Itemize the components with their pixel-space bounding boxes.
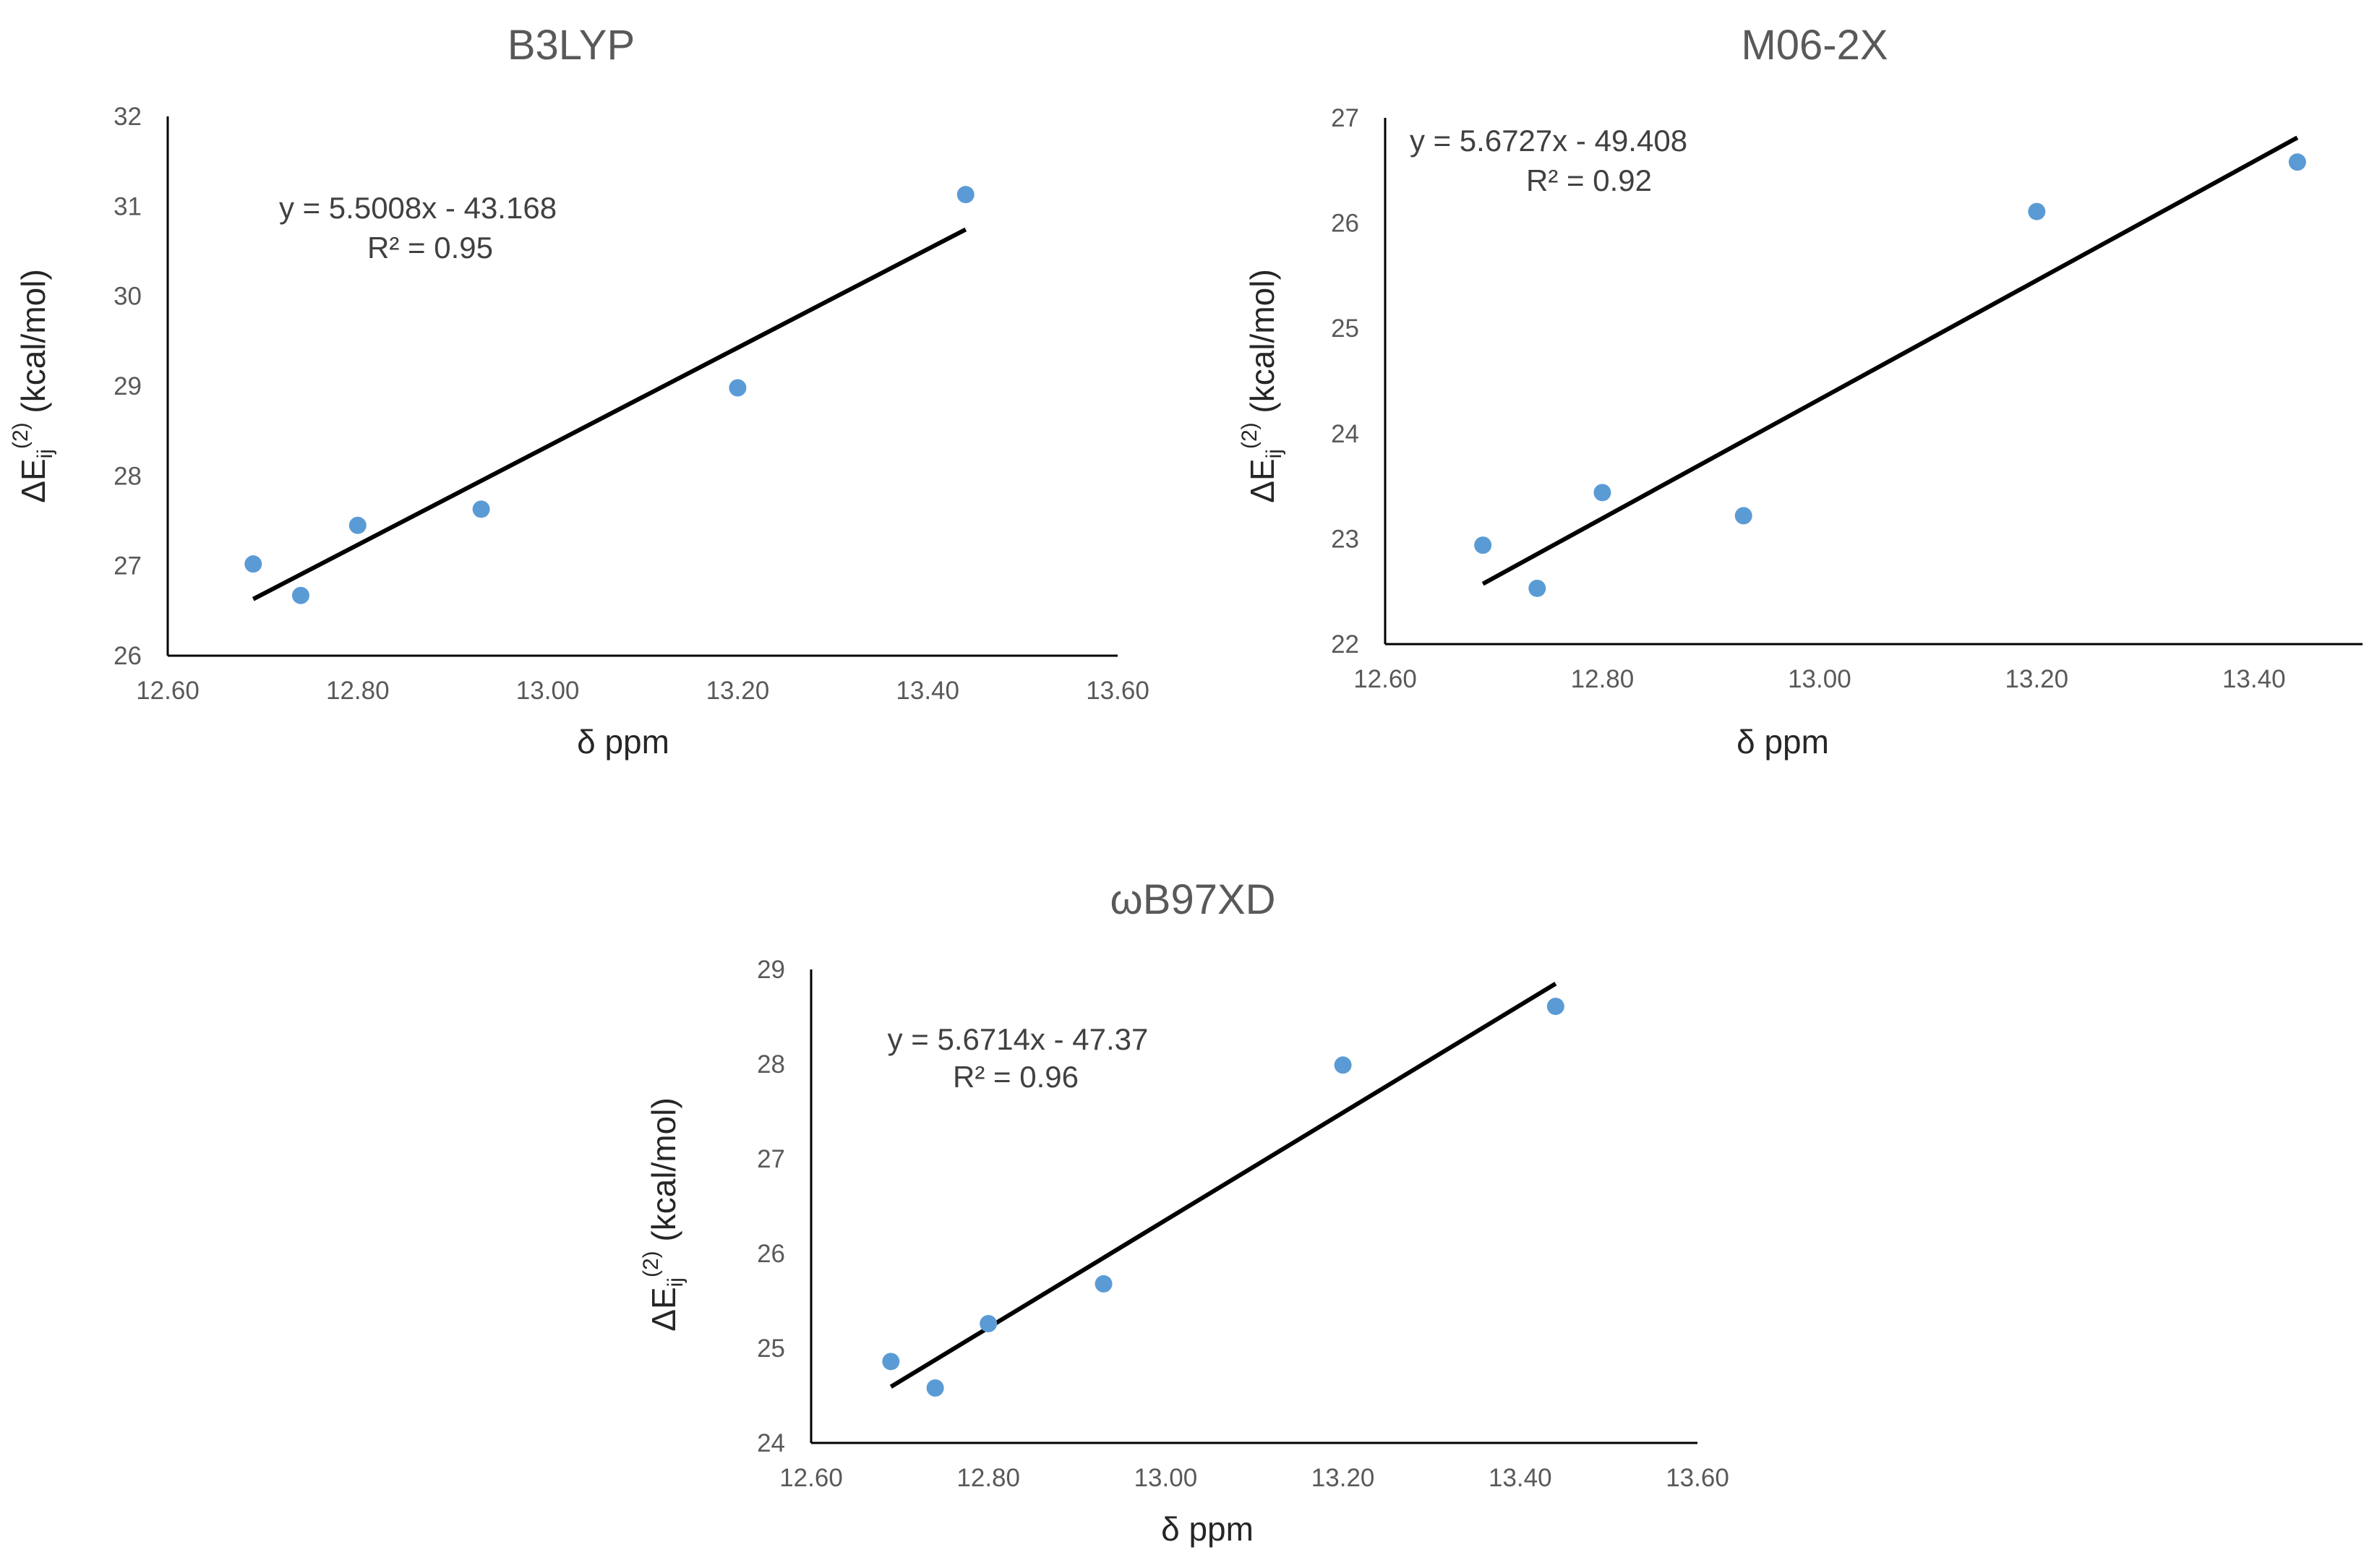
- data-point: [348, 516, 367, 534]
- trendline-equation: y = 5.6727x - 49.408: [1410, 124, 1687, 158]
- y-axis-label: ΔEij(2) (kcal/mol): [639, 1097, 688, 1332]
- y-axis-label-sub: ij: [664, 1277, 688, 1287]
- trendline: [889, 982, 1557, 1389]
- x-tick-label: 13.00: [516, 677, 580, 705]
- data-point: [1593, 484, 1611, 502]
- y-tick-label: 27: [114, 552, 142, 580]
- y-tick-label: 24: [757, 1429, 785, 1457]
- y-tick-label: 27: [757, 1145, 785, 1173]
- x-tick-label: 13.60: [1086, 677, 1149, 705]
- y-tick-label: 29: [757, 956, 785, 984]
- trendline-equation: y = 5.5008x - 43.168: [279, 191, 557, 225]
- y-tick-label: 27: [1331, 104, 1359, 132]
- data-point: [1546, 998, 1564, 1016]
- y-axis-label-sub: ij: [1262, 449, 1286, 458]
- data-point: [926, 1379, 944, 1397]
- data-point: [980, 1314, 998, 1332]
- y-tick-label: 25: [757, 1334, 785, 1363]
- y-axis-label-sub: ij: [33, 449, 57, 458]
- chart-title: B3LYP: [507, 22, 635, 69]
- data-point: [1528, 579, 1546, 597]
- x-axis-label: δ ppm: [577, 723, 669, 761]
- data-point: [2288, 153, 2306, 171]
- x-axis-label: δ ppm: [1161, 1510, 1254, 1548]
- x-tick-label: 13.00: [1788, 665, 1851, 693]
- x-tick-label: 13.40: [896, 677, 959, 705]
- data-point: [882, 1353, 900, 1371]
- chart-b97xd-panel: ωB97XD 12.60 12.80 13.00 13.20 13.40 13.60 24 25…: [639, 876, 1729, 1548]
- y-axis-label-units: (kcal/mol): [645, 1097, 682, 1251]
- x-tick-label: 12.80: [956, 1464, 1020, 1492]
- r-squared-label: R² = 0.92: [1526, 163, 1652, 197]
- x-tick-label: 13.00: [1134, 1464, 1198, 1492]
- y-tick-label: 28: [757, 1050, 785, 1079]
- chart-title: ωB97XD: [1110, 876, 1275, 923]
- x-tick-label: 13.20: [706, 677, 770, 705]
- y-axis-label-sup: (2): [1238, 422, 1262, 449]
- x-tick-label: 12.80: [326, 677, 390, 705]
- chart-b3lyp-panel: B3LYP 12.60 12.80 13.00 13.20 13.40 13.60 26 27 2…: [9, 22, 1149, 761]
- data-point: [291, 586, 309, 604]
- y-axis-label-main: ΔE: [14, 458, 52, 502]
- y-axis-label-sup: (2): [9, 422, 33, 449]
- y-tick-label: 24: [1331, 420, 1359, 448]
- data-point: [1734, 507, 1752, 525]
- data-point: [729, 379, 747, 397]
- y-tick-label: 23: [1331, 525, 1359, 553]
- r-squared-label: R² = 0.96: [953, 1060, 1079, 1094]
- y-axis-label: ΔEij(2) (kcal/mol): [9, 269, 57, 503]
- data-point: [956, 186, 975, 204]
- x-tick-label: 13.20: [2005, 665, 2069, 693]
- x-tick-label: 13.40: [1489, 1464, 1552, 1492]
- y-tick-label: 26: [757, 1240, 785, 1268]
- x-tick-label: 12.60: [779, 1464, 843, 1492]
- y-axis-label: ΔEij(2) (kcal/mol): [1238, 269, 1286, 503]
- data-point: [2028, 202, 2046, 220]
- y-tick-label: 26: [114, 642, 142, 670]
- x-tick-label: 12.60: [136, 677, 200, 705]
- y-tick-label: 28: [114, 462, 142, 490]
- y-tick-label: 30: [114, 283, 142, 311]
- y-tick-label: 31: [114, 192, 142, 220]
- y-axis-label-main: ΔE: [645, 1287, 682, 1331]
- data-point: [1474, 536, 1492, 554]
- chart-title: M06-2X: [1741, 22, 1888, 69]
- y-tick-label: 29: [114, 372, 142, 400]
- data-point: [244, 555, 262, 573]
- y-tick-label: 22: [1331, 630, 1359, 659]
- x-tick-label: 13.60: [1666, 1464, 1729, 1492]
- x-tick-label: 13.40: [2222, 665, 2286, 693]
- y-tick-label: 25: [1331, 314, 1359, 343]
- r-squared-label: R² = 0.95: [367, 231, 493, 265]
- y-axis-label-main: ΔE: [1243, 458, 1281, 502]
- x-tick-label: 13.20: [1311, 1464, 1375, 1492]
- y-axis-label-sup: (2): [639, 1251, 663, 1277]
- x-axis-label: δ ppm: [1736, 723, 1829, 761]
- trendline-equation: y = 5.6714x - 47.37: [888, 1022, 1149, 1056]
- data-point: [472, 500, 490, 518]
- chart-m06-2x-panel: M06-2X 12.60 12.80 13.00 13.20 13.40 22 23 24 25 2…: [1238, 22, 2363, 761]
- x-tick-label: 12.60: [1353, 665, 1417, 693]
- trendline: [1481, 135, 2299, 586]
- y-tick-label: 26: [1331, 210, 1359, 238]
- trendline: [252, 227, 967, 601]
- y-tick-label: 32: [114, 103, 142, 131]
- y-axis-label-units: (kcal/mol): [1243, 269, 1281, 422]
- x-tick-label: 12.80: [1571, 665, 1635, 693]
- data-point: [1334, 1056, 1352, 1074]
- data-point: [1095, 1274, 1113, 1293]
- y-axis-label-units: (kcal/mol): [14, 269, 52, 422]
